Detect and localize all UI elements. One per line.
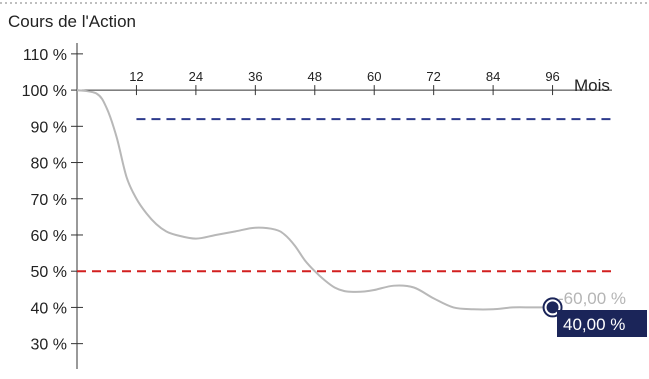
y-tick-label: 40 %	[31, 300, 67, 317]
series-line	[76, 89, 553, 311]
y-tick-label: 70 %	[31, 192, 67, 209]
final-point-marker	[546, 301, 559, 314]
chart-title: Cours de l'Action	[8, 12, 136, 31]
y-tick-label: 60 %	[31, 228, 67, 245]
x-tick-label: 96	[545, 69, 559, 84]
final-value-label: 40,00 %	[563, 315, 625, 334]
y-tick-label: 110 %	[23, 47, 67, 64]
reference-lines	[77, 118, 612, 273]
x-axis-label: Mois	[574, 76, 610, 95]
x-tick-label: 48	[308, 69, 322, 84]
x-tick-label: 12	[129, 69, 143, 84]
x-tick-label: 72	[426, 69, 440, 84]
axes-layer: 110 % 100 % 90 % 80 % 70 % 60 % 50 % 40 % 30 % 12…	[22, 43, 612, 369]
x-tick-label: 24	[189, 69, 203, 84]
y-tick-label: 90 %	[31, 119, 67, 136]
series-layer	[76, 89, 563, 318]
y-tick-label: 80 %	[31, 156, 67, 173]
x-tick-label: 36	[248, 69, 262, 84]
change-label: -60,00 %	[558, 289, 626, 308]
x-tick-label: 84	[486, 69, 500, 84]
final-value-box	[557, 310, 647, 337]
x-tick-label: 60	[367, 69, 381, 84]
y-tick-label: 30 %	[31, 337, 67, 354]
y-tick-label: 50 %	[31, 264, 67, 281]
y-tick-label: 100 %	[22, 83, 67, 100]
